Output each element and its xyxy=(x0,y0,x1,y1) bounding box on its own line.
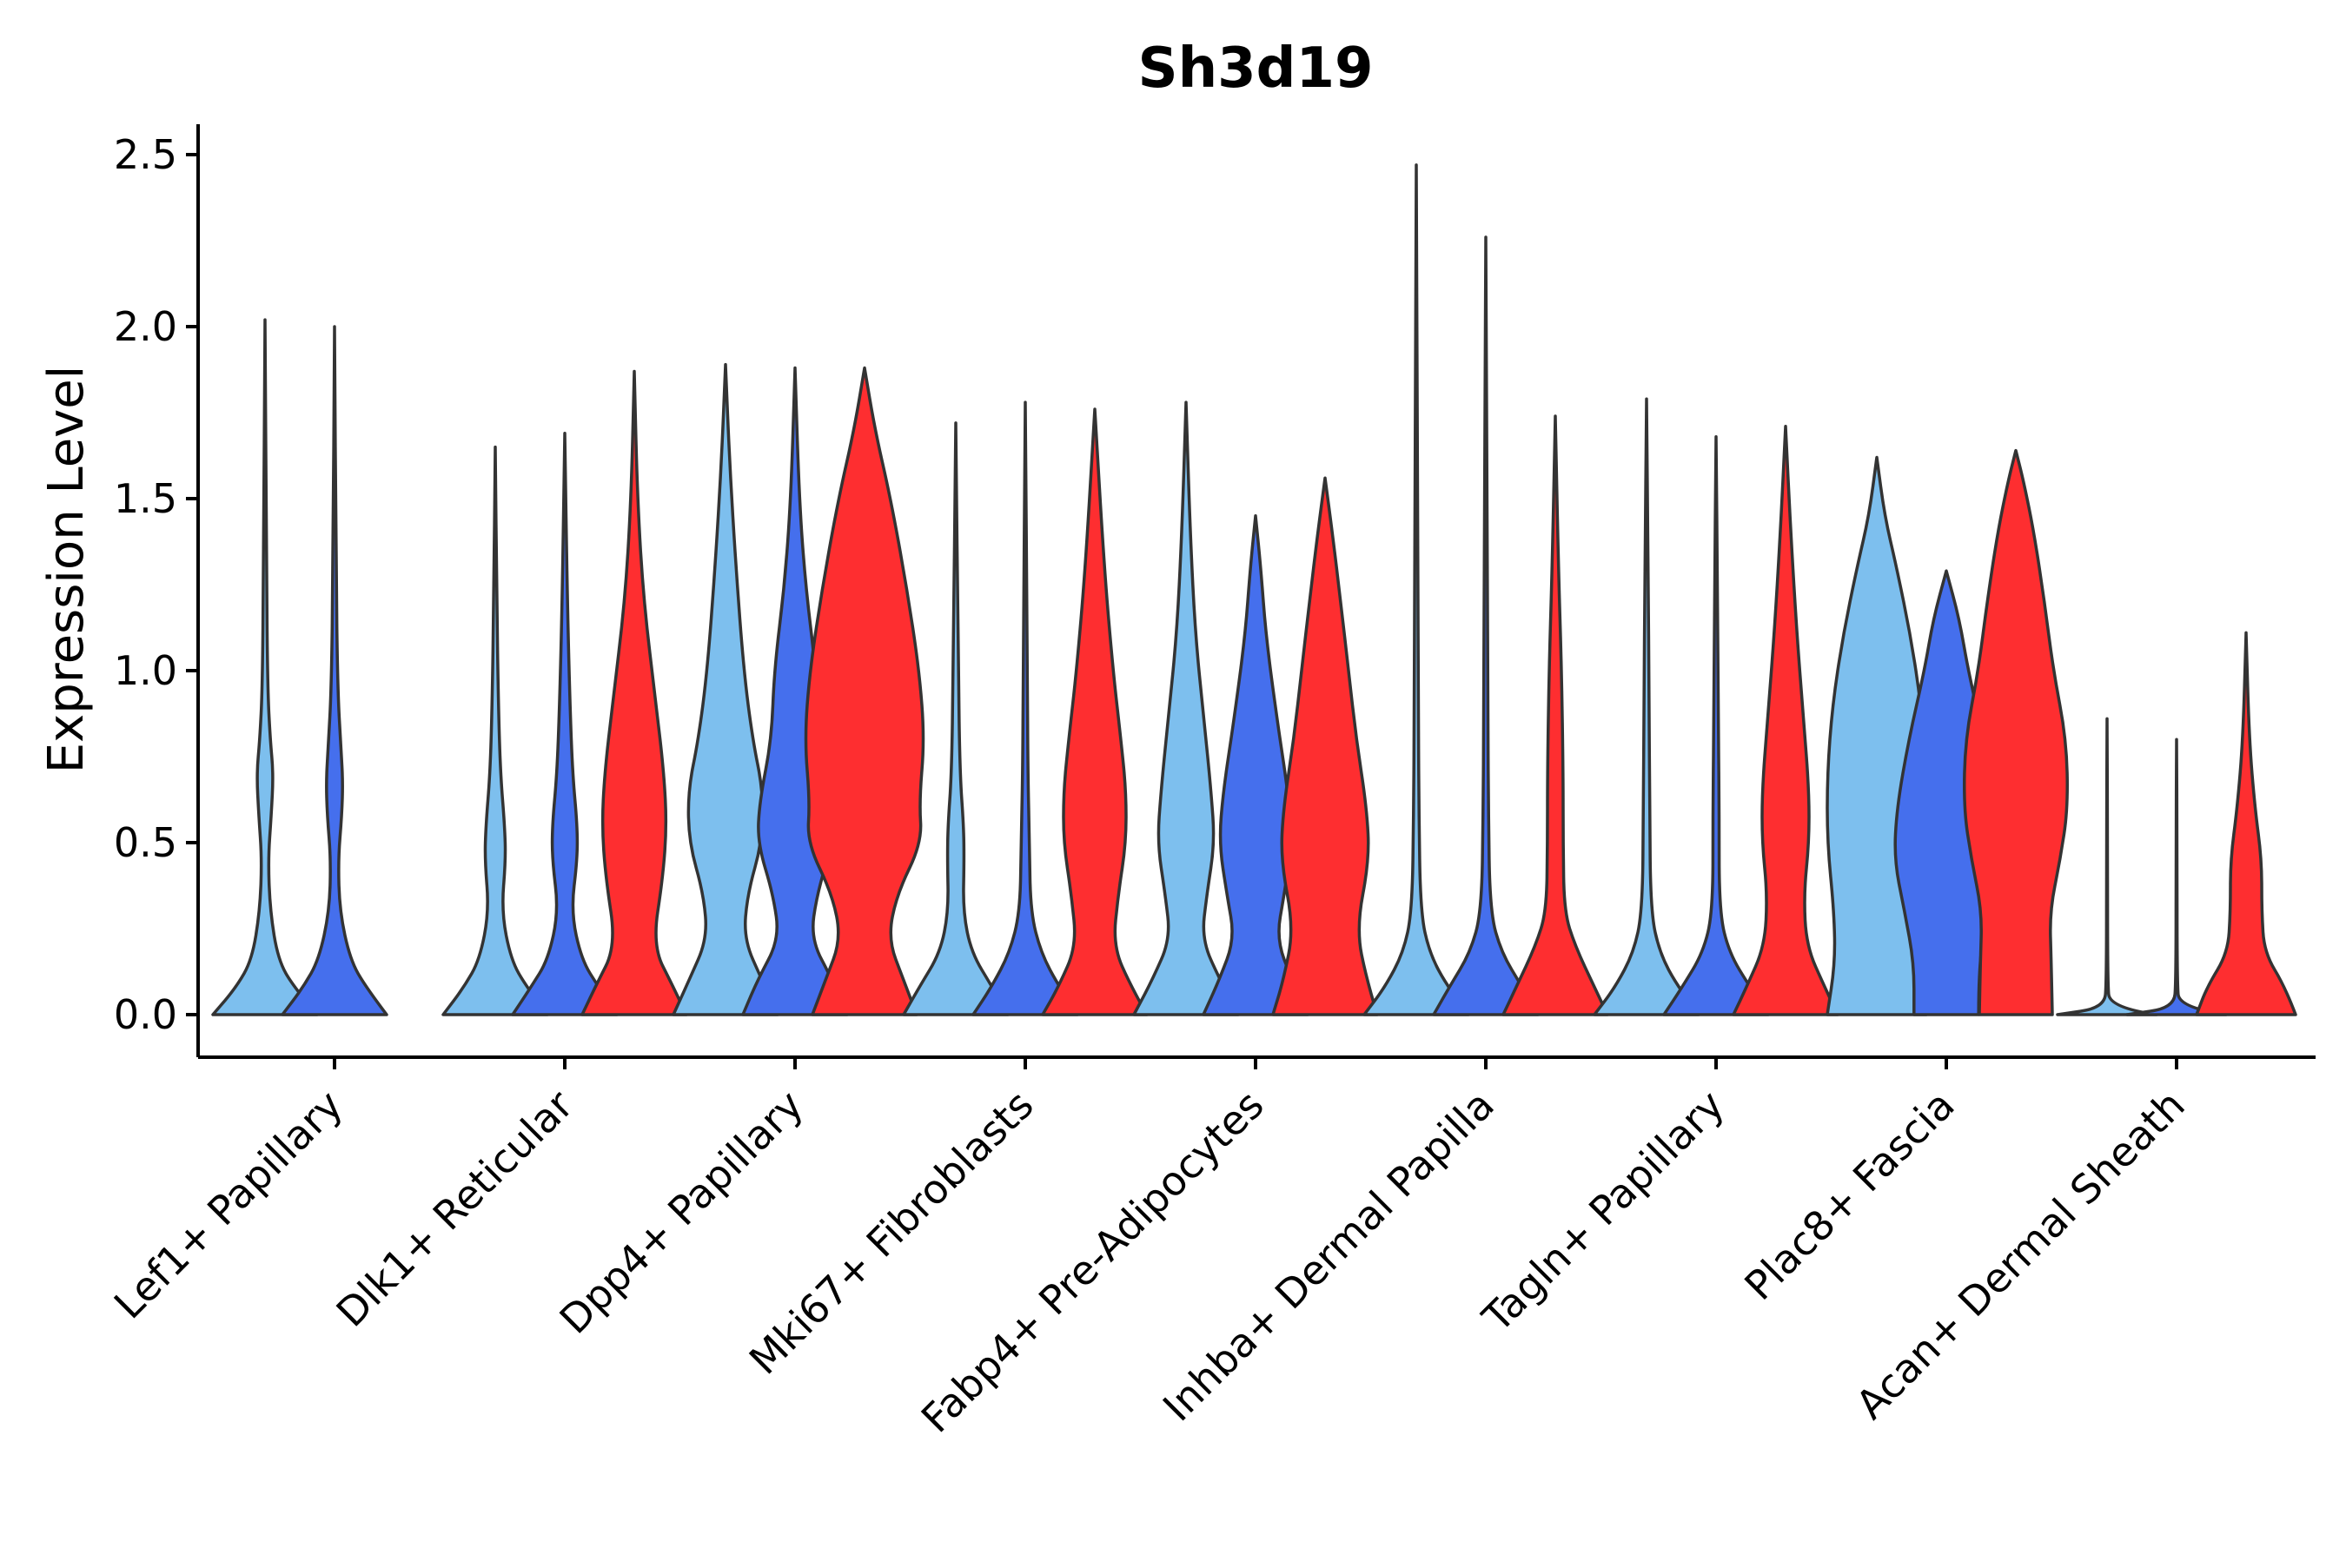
y-tick-label: 1.0 xyxy=(114,647,177,694)
violin-4-0 xyxy=(1132,400,1240,1016)
violin-0-1 xyxy=(281,325,388,1016)
y-tick-label: 0.0 xyxy=(114,991,177,1038)
violins-layer xyxy=(211,163,2297,1016)
violin-1-0 xyxy=(441,445,549,1016)
violin-0-0 xyxy=(211,318,319,1016)
violin-3-1 xyxy=(971,400,1079,1016)
violin-6-0 xyxy=(1593,397,1700,1016)
violin-5-0 xyxy=(1362,163,1470,1016)
x-category-label: Tagln+ Papillary xyxy=(1473,1082,1733,1342)
y-tick-label: 0.5 xyxy=(114,819,177,866)
x-category-label: Dpp4+ Papillary xyxy=(551,1082,812,1343)
y-ticks: 0.0 0.5 1.0 1.5 2.0 2.5 xyxy=(114,131,198,1038)
violin-8-2 xyxy=(2195,631,2297,1016)
violin-2-2 xyxy=(804,366,925,1016)
violin-4-2 xyxy=(1271,476,1379,1016)
y-tick-label: 2.5 xyxy=(114,131,177,178)
violin-7-2 xyxy=(1963,448,2069,1016)
violin-6-1 xyxy=(1662,434,1770,1016)
violin-2-0 xyxy=(672,362,779,1016)
x-category-label: Lef1+ Papillary xyxy=(105,1082,352,1328)
violin-6-2 xyxy=(1732,425,1839,1016)
chart-title: Sh3d19 xyxy=(1137,36,1373,101)
x-category-label: Dlk1+ Reticular xyxy=(328,1082,582,1336)
y-axis-label: Expression Level xyxy=(38,366,95,774)
violin-8-0 xyxy=(2056,717,2158,1016)
violin-5-1 xyxy=(1432,235,1540,1016)
y-tick-label: 1.5 xyxy=(114,475,177,522)
violin-3-2 xyxy=(1041,407,1149,1016)
violin-3-0 xyxy=(902,421,1010,1016)
y-tick-label: 2.0 xyxy=(114,303,177,350)
violin-8-1 xyxy=(2125,738,2228,1016)
x-category-label: Plac8+ Fascia xyxy=(1735,1082,1963,1309)
violin-1-2 xyxy=(580,369,688,1016)
violin-1-1 xyxy=(511,432,619,1016)
violin-5-2 xyxy=(1501,414,1609,1016)
